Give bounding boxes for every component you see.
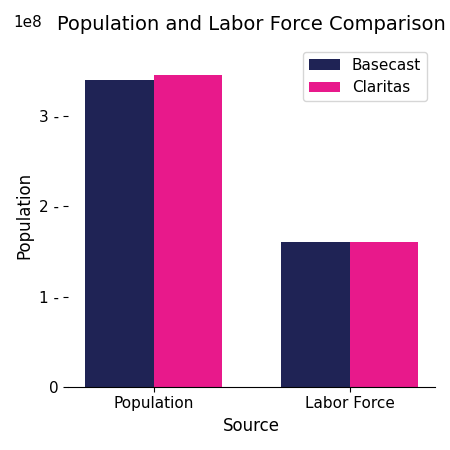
Text: 1e8: 1e8: [14, 15, 42, 30]
Bar: [350, 243, 419, 387]
X-axis label: Source: Source: [223, 417, 280, 435]
Title: Population and Labor Force Comparison: Population and Labor Force Comparison: [57, 15, 446, 34]
Y-axis label: Population: Population: [15, 172, 33, 259]
Bar: [154, 76, 222, 387]
Legend: Basecast, Claritas: Basecast, Claritas: [303, 52, 428, 101]
Bar: [281, 243, 350, 387]
Bar: [85, 80, 154, 387]
